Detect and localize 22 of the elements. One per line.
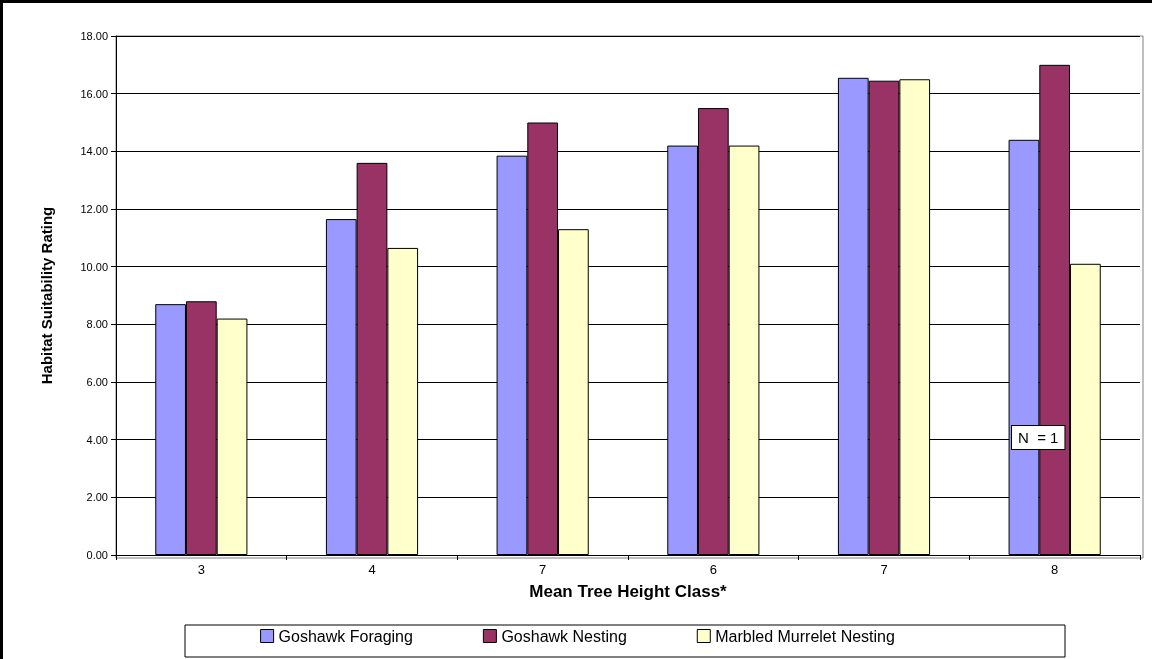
y-tick-label: 8.00 (86, 318, 108, 331)
x-tick-label: 7 (880, 562, 888, 577)
legend-label: Goshawk Nesting (501, 627, 627, 645)
legend-label: Goshawk Foraging (278, 627, 413, 645)
x-axis-title: Mean Tree Height Class* (529, 582, 728, 601)
y-tick-label: 16.00 (80, 87, 108, 100)
x-tick-label: 8 (1051, 562, 1059, 577)
x-tick-label: 6 (709, 562, 717, 577)
y-tick-label: 0.00 (86, 549, 108, 561)
y-tick-label: 2.00 (86, 491, 108, 504)
y-tick-label: 6.00 (86, 376, 108, 388)
annotation: N = 1 (1018, 429, 1059, 446)
y-tick-label: 12.00 (80, 203, 108, 215)
legend-label: Marbled Murrelet Nesting (715, 627, 895, 645)
y-tick-label: 18.00 (80, 30, 108, 42)
x-tick-label: 4 (368, 562, 376, 577)
y-axis-title: Habitat Suitability Rating (38, 206, 55, 385)
y-tick-label: 4.00 (86, 433, 108, 446)
x-tick-label: 3 (197, 562, 205, 577)
y-tick-label: 10.00 (80, 260, 108, 273)
y-tick-label: 14.00 (80, 145, 108, 158)
x-tick-label: 7 (539, 562, 547, 577)
